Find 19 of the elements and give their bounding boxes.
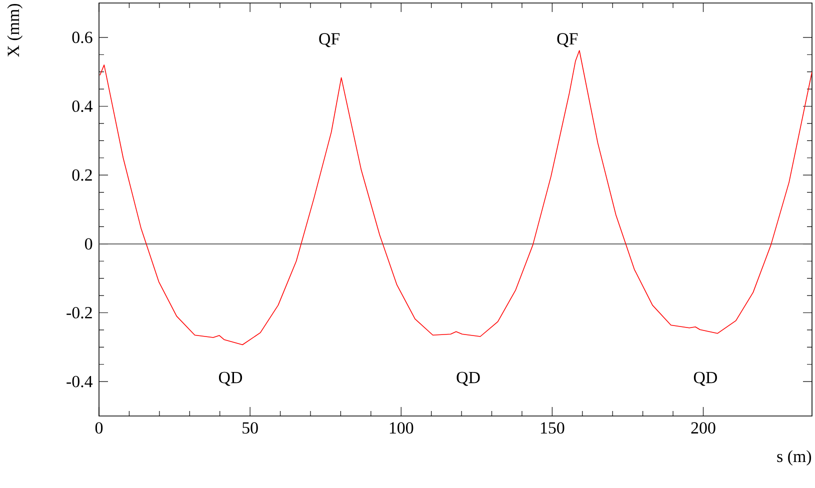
annotation: QF	[319, 33, 340, 48]
line-series	[100, 50, 812, 346]
y-tick-label: 0	[84, 238, 92, 250]
x-axis-title: s (m)	[777, 450, 812, 466]
x-tick-label: 150	[540, 422, 564, 434]
y-tick-label: -0.4	[66, 376, 93, 388]
y-tick-label: -0.2	[66, 306, 92, 318]
annotation: QD	[456, 372, 480, 386]
annotation: QD	[694, 372, 717, 386]
x-tick-label: 100	[390, 422, 414, 434]
x-tick-label: 200	[691, 422, 716, 434]
y-tick-label: 0.6	[72, 32, 92, 44]
y-tick-label: 0.4	[72, 100, 93, 112]
x-tick-label: 0	[95, 422, 103, 434]
y-tick-label: 0.2	[72, 169, 92, 181]
annotation: QF	[557, 33, 578, 48]
x-tick-label: 50	[242, 422, 258, 434]
annotation: QD	[218, 372, 242, 386]
y-axis-title: X (mm)	[7, 4, 23, 57]
